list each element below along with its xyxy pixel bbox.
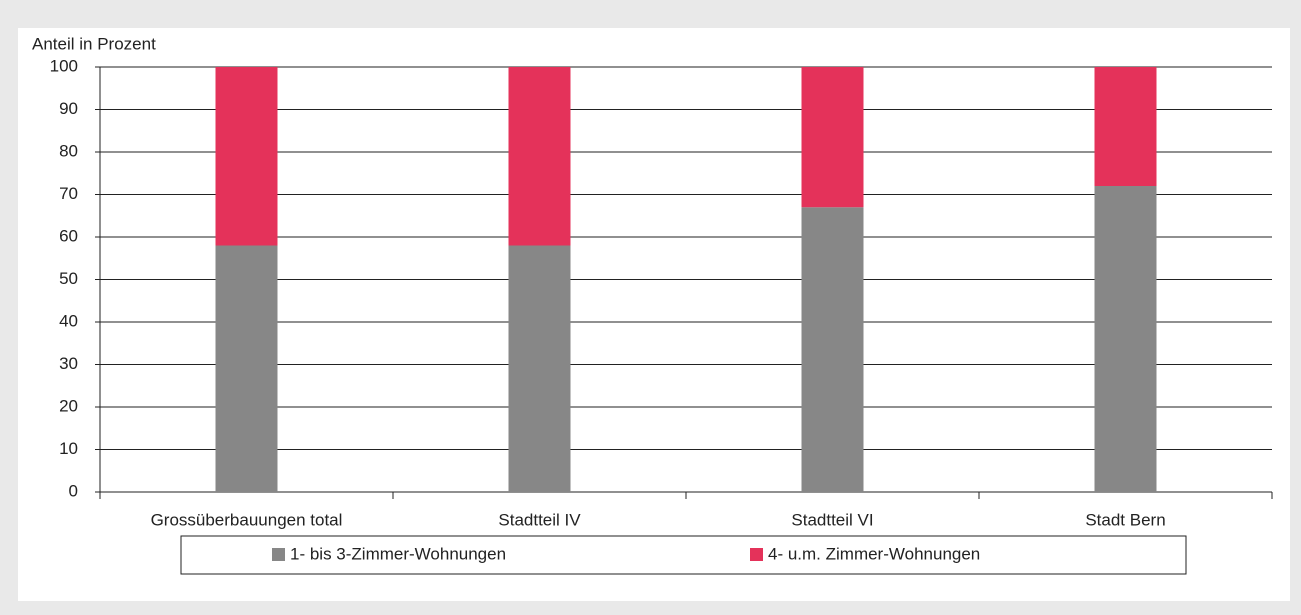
legend-label: 4- u.m. Zimmer-Wohnungen — [768, 544, 980, 563]
y-tick-label: 10 — [59, 439, 78, 458]
bar-segment — [508, 67, 571, 246]
y-tick-label: 30 — [59, 354, 78, 373]
x-tick-label: Stadt Bern — [1085, 510, 1165, 529]
x-tick-label: Stadtteil IV — [498, 510, 581, 529]
bar-segment — [801, 207, 864, 492]
bar-segment — [215, 67, 278, 246]
legend-label: 1- bis 3-Zimmer-Wohnungen — [290, 544, 506, 563]
x-tick-label: Grossüberbauungen total — [151, 510, 343, 529]
y-tick-label: 100 — [50, 56, 78, 75]
y-tick-label: 70 — [59, 184, 78, 203]
y-tick-label: 0 — [69, 481, 78, 500]
y-tick-label: 20 — [59, 396, 78, 415]
legend — [180, 535, 1187, 575]
y-tick-label: 50 — [59, 269, 78, 288]
y-tick-label: 80 — [59, 141, 78, 160]
bar-segment — [508, 245, 571, 492]
y-tick-label: 60 — [59, 226, 78, 245]
x-tick-label: Stadtteil VI — [791, 510, 873, 529]
bar-segment — [215, 245, 278, 492]
bar-segment — [801, 67, 864, 208]
y-tick-label: 90 — [59, 99, 78, 118]
bar-segment — [1094, 186, 1157, 492]
legend-swatch — [272, 548, 285, 561]
y-tick-label: 40 — [59, 311, 78, 330]
bar-segment — [1094, 67, 1157, 186]
legend-swatch — [750, 548, 763, 561]
y-axis-label: Anteil in Prozent — [32, 34, 156, 53]
